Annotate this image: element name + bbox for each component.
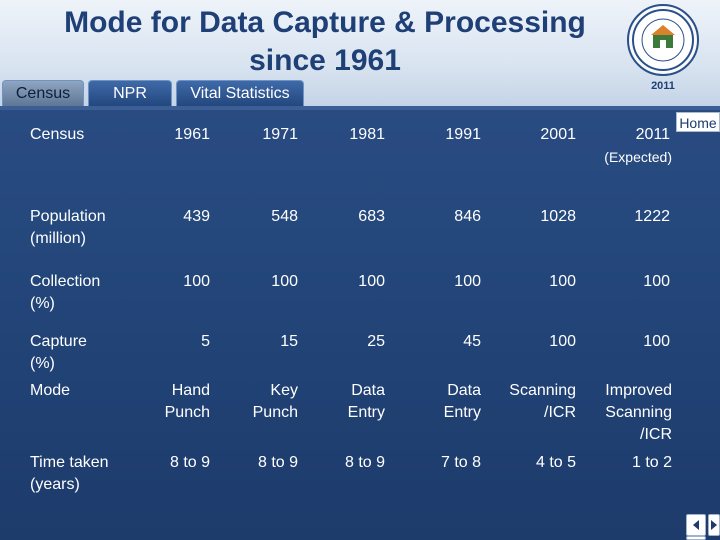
row-label: Population (million): [30, 206, 150, 250]
row-label-line: Time taken: [30, 454, 109, 471]
cell-line: Entry: [443, 404, 481, 421]
table-cell: Hand Punch: [140, 380, 210, 424]
year-header: 1971: [262, 126, 298, 143]
table-cell: 15: [280, 333, 298, 350]
tab-npr[interactable]: NPR: [88, 80, 172, 106]
table-cell: 100: [643, 273, 670, 290]
row-label-line: (years): [30, 476, 80, 493]
tab-bar: Census NPR Vital Statistics: [0, 80, 720, 108]
tab-strip: [0, 106, 720, 110]
cell-line: Scanning: [509, 382, 576, 399]
cell-line: Entry: [347, 404, 385, 421]
cell-line: Data: [447, 382, 481, 399]
table-cell: Improved Scanning /ICR: [580, 380, 672, 446]
table-cell: 25: [367, 333, 385, 350]
year-header: 2011: [635, 126, 670, 143]
table-cell: 5: [201, 333, 210, 350]
row-label: Capture (%): [30, 331, 150, 375]
row-label-line: Mode: [30, 382, 71, 399]
row-label-line: (million): [30, 230, 86, 247]
table-cell: 4 to 5: [535, 454, 576, 471]
table-cell: 846: [454, 208, 481, 225]
table-cell: 7 to 8: [440, 454, 481, 471]
row-label: Collection (%): [30, 271, 150, 315]
table-cell: 8 to 9: [257, 454, 298, 471]
table-cell: 1028: [540, 208, 576, 225]
table-cell: 100: [549, 273, 576, 290]
table-cell: 100: [358, 273, 385, 290]
cell-line: Punch: [164, 404, 210, 421]
year-header: 1991: [445, 126, 481, 143]
next-slide-icon[interactable]: [708, 514, 720, 536]
year-header: 2001: [540, 126, 576, 143]
cell-line: Punch: [252, 404, 298, 421]
table-corner-label: Census: [30, 126, 85, 143]
cell-line: /ICR: [544, 404, 576, 421]
table-cell: Data Entry: [315, 380, 385, 424]
row-label-line: Collection: [30, 273, 101, 290]
table-cell: 683: [358, 208, 385, 225]
row-label-line: Capture: [30, 333, 87, 350]
cell-line: /ICR: [640, 426, 672, 443]
year-header: 1961: [174, 126, 210, 143]
table-cell: 100: [183, 273, 210, 290]
table-cell: 8 to 9: [344, 454, 385, 471]
row-label-line: Population: [30, 208, 106, 225]
page-title: Mode for Data Capture & Processing since…: [0, 4, 650, 80]
cell-line: Scanning: [605, 404, 672, 421]
cell-line: Key: [270, 382, 298, 399]
next-slide-icon[interactable]: [686, 536, 706, 540]
table-cell: 439: [183, 208, 210, 225]
table-cell: 100: [549, 333, 576, 350]
tab-census[interactable]: Census: [2, 80, 84, 106]
table-cell: Data Entry: [411, 380, 481, 424]
table-cell: Scanning /ICR: [486, 380, 576, 424]
expected-note: (Expected): [604, 149, 672, 165]
prev-slide-icon[interactable]: [686, 514, 706, 536]
table-cell: 100: [271, 273, 298, 290]
table-cell: 1 to 2: [631, 454, 672, 471]
row-label: Mode: [30, 380, 150, 402]
logo-year: 2011: [651, 80, 675, 92]
table-cell: 8 to 9: [169, 454, 210, 471]
table-cell: Key Punch: [228, 380, 298, 424]
year-header: 1981: [349, 126, 385, 143]
table-cell: 548: [271, 208, 298, 225]
row-label-line: (%): [30, 295, 55, 312]
cell-line: Hand: [171, 382, 210, 399]
row-label: Time taken (years): [30, 452, 150, 496]
table-cell: 45: [463, 333, 481, 350]
row-label-line: (%): [30, 355, 55, 372]
title-line-2: since 1961: [249, 44, 401, 77]
table-cell: 100: [454, 273, 481, 290]
tab-vital-statistics[interactable]: Vital Statistics: [176, 80, 304, 106]
cell-line: Improved: [605, 382, 672, 399]
table-cell: 100: [643, 333, 670, 350]
home-button[interactable]: Home: [676, 112, 720, 132]
table-cell: 1222: [634, 208, 670, 225]
census-logo-icon: [627, 4, 699, 76]
title-line-1: Mode for Data Capture & Processing: [64, 6, 586, 39]
cell-line: Data: [351, 382, 385, 399]
